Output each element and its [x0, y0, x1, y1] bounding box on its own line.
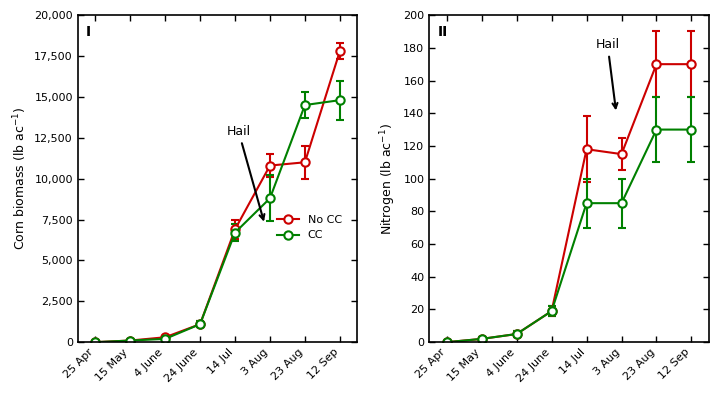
Text: II: II	[438, 25, 448, 39]
Legend: No CC, CC: No CC, CC	[272, 211, 346, 245]
Y-axis label: Corn biomass (lb ac$^{-1}$): Corn biomass (lb ac$^{-1}$)	[11, 107, 29, 250]
Y-axis label: Nitrogen (lb ac$^{-1}$): Nitrogen (lb ac$^{-1}$)	[378, 122, 397, 235]
Text: I: I	[86, 25, 91, 39]
Text: Hail: Hail	[227, 125, 264, 220]
Text: Hail: Hail	[595, 38, 620, 108]
